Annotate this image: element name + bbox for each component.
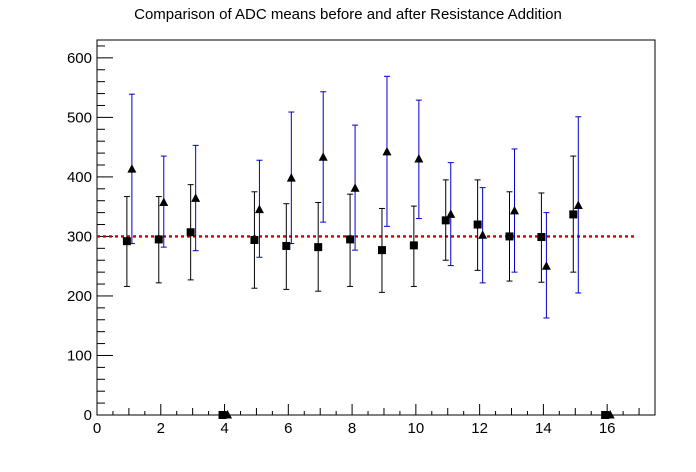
x-tick-label: 8	[348, 420, 356, 437]
y-tick-label: 600	[67, 50, 92, 67]
square-marker	[314, 243, 323, 252]
square-marker	[601, 411, 610, 419]
square-marker	[154, 235, 163, 244]
square-marker	[537, 233, 546, 242]
triangle-marker	[382, 146, 392, 156]
y-tick-label: 0	[84, 407, 92, 424]
x-tick-label: 12	[471, 420, 488, 437]
y-tick-label: 100	[67, 347, 92, 364]
triangle-marker	[127, 164, 137, 173]
square-marker	[377, 246, 386, 255]
x-tick-label: 6	[284, 420, 292, 437]
x-tick-label: 2	[157, 420, 165, 437]
square-marker	[218, 411, 227, 419]
plot-frame	[96, 39, 656, 416]
triangle-marker	[478, 230, 488, 239]
triangle-marker	[254, 204, 264, 214]
triangle-marker	[318, 152, 328, 161]
x-tick-label: 10	[408, 420, 425, 437]
square-marker	[250, 236, 259, 244]
x-tick-label: 4	[220, 420, 228, 437]
triangle-marker	[541, 261, 551, 270]
triangle-marker	[159, 197, 169, 206]
x-tick-label: 0	[93, 420, 101, 437]
x-axis: 0 2 4 6 8 10 12 14 16	[93, 404, 656, 437]
data-markers	[122, 146, 615, 419]
y-tick-label: 300	[67, 228, 92, 245]
triangle-marker	[510, 205, 520, 215]
square-marker	[569, 210, 578, 219]
plot-border	[96, 39, 656, 416]
square-marker	[441, 216, 450, 225]
triangle-marker	[223, 410, 233, 419]
triangle-marker	[286, 173, 296, 182]
y-axis: 0 100 200 300 400 500 600	[67, 45, 113, 424]
x-tick-label: 14	[535, 420, 552, 437]
x-tick-label: 16	[599, 420, 616, 437]
chart-title: Comparison of ADC means before and after…	[134, 6, 562, 23]
error-bars	[123, 75, 582, 319]
triangle-marker	[191, 193, 201, 202]
square-marker	[409, 241, 418, 250]
triangle-marker	[605, 410, 615, 419]
square-marker	[186, 228, 195, 237]
triangle-marker	[573, 200, 583, 209]
triangle-marker	[350, 183, 360, 192]
square-marker	[122, 237, 131, 246]
triangle-marker	[414, 154, 424, 163]
y-tick-label: 500	[67, 109, 92, 126]
y-tick-label: 200	[67, 288, 92, 305]
square-marker	[282, 241, 291, 250]
square-marker	[473, 220, 482, 229]
square-marker	[346, 235, 355, 244]
triangle-marker	[446, 209, 456, 218]
y-tick-label: 400	[67, 169, 92, 186]
square-marker	[505, 232, 514, 241]
